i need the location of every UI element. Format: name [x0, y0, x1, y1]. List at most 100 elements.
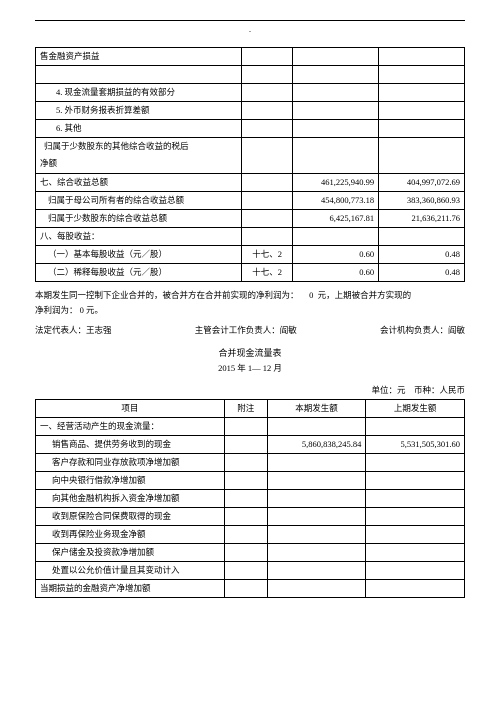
row-note	[224, 580, 267, 598]
cashflow-title: 合并现金流量表	[35, 347, 465, 360]
table-row: 售金融资产损益	[36, 48, 465, 66]
row-label: 七、综合收益总额	[36, 174, 242, 192]
table-row: 销售商品、提供劳务收到的现金5,860,838,245.845,531,505,…	[36, 436, 465, 454]
row-note	[224, 526, 267, 544]
table-row: 处置以公允价值计量且其变动计入	[36, 562, 465, 580]
row-label: 归属于少数股东的综合收益总额	[36, 210, 242, 228]
cashflow-table: 项目 附注 本期发生额 上期发生额 一、经营活动产生的现金流量：销售商品、提供劳…	[35, 399, 465, 598]
table-row: 5. 外币财务报表折算差额	[36, 102, 465, 120]
row-note	[224, 418, 267, 436]
row-note	[224, 472, 267, 490]
row-note	[241, 102, 292, 120]
row-current	[267, 472, 366, 490]
row-label: 收到原保险合同保费取得的现金	[36, 508, 225, 526]
row-prev	[379, 156, 465, 174]
table-row: 收到原保险合同保费取得的现金	[36, 508, 465, 526]
row-prev: 21,636,211.76	[379, 210, 465, 228]
row-note	[224, 562, 267, 580]
row-label: （一）基本每股收益（元／股）	[36, 246, 242, 264]
signature-row: 法定代表人：王志强 主管会计工作负责人：阎敏 会计机构负责人：阎敏	[35, 325, 465, 337]
row-label: 售金融资产损益	[36, 48, 242, 66]
row-label: 4. 现金流量套期损益的有效部分	[36, 84, 242, 102]
table-row	[36, 66, 465, 84]
row-current	[267, 490, 366, 508]
col-prev: 上期发生额	[366, 400, 465, 418]
row-prev	[366, 454, 465, 472]
col-note: 附注	[224, 400, 267, 418]
table-row: 八、每股收益：	[36, 228, 465, 246]
table-row: 归属于少数股东的综合收益总额 6,425,167.8121,636,211.76	[36, 210, 465, 228]
row-prev	[366, 418, 465, 436]
accounting-head: 主管会计工作负责人：阎敏	[195, 325, 297, 337]
row-prev: 0.48	[379, 246, 465, 264]
row-note: 十七、2	[241, 264, 292, 282]
row-prev	[379, 84, 465, 102]
row-current: 6,425,167.81	[293, 210, 379, 228]
row-label: 归属于少数股东的其他综合收益的税后	[36, 138, 242, 156]
row-label: 保户储金及投资款净增加额	[36, 544, 225, 562]
row-prev: 0.48	[379, 264, 465, 282]
row-current	[267, 544, 366, 562]
row-note	[241, 138, 292, 156]
table-row: 6. 其他	[36, 120, 465, 138]
page-marker: .	[35, 24, 465, 35]
cashflow-period: 2015 年 1— 12 月	[35, 363, 465, 375]
row-label: 当期损益的金融资产净增加额	[36, 580, 225, 598]
row-note	[224, 508, 267, 526]
row-current	[267, 526, 366, 544]
row-prev	[366, 490, 465, 508]
row-prev	[379, 138, 465, 156]
row-current	[293, 138, 379, 156]
row-current	[267, 454, 366, 472]
row-current	[267, 508, 366, 526]
table-header-row: 项目 附注 本期发生额 上期发生额	[36, 400, 465, 418]
row-note	[241, 192, 292, 210]
col-item: 项目	[36, 400, 225, 418]
legal-rep: 法定代表人：王志强	[35, 325, 112, 337]
row-current	[267, 562, 366, 580]
row-label: 向中央银行借款净增加额	[36, 472, 225, 490]
accounting-org-head: 会计机构负责人：阎敏	[380, 325, 465, 337]
row-label: （二）稀释每股收益（元／股）	[36, 264, 242, 282]
table-row: 收到再保险业务现金净额	[36, 526, 465, 544]
row-prev	[366, 526, 465, 544]
merger-note: 本期发生同一控制下企业合并的，被合并方在合并前实现的净利润为： 0 元，上期被合…	[35, 288, 465, 319]
row-current: 461,225,940.99	[293, 174, 379, 192]
income-statement-continuation-table: 售金融资产损益 4. 现金流量套期损益的有效部分5. 外币财务报表折算差额6. …	[35, 47, 465, 282]
row-note	[241, 210, 292, 228]
row-current	[293, 120, 379, 138]
row-current	[293, 156, 379, 174]
row-note	[224, 544, 267, 562]
row-prev	[379, 48, 465, 66]
row-label: 一、经营活动产生的现金流量：	[36, 418, 225, 436]
row-prev	[379, 102, 465, 120]
row-current: 0.60	[293, 264, 379, 282]
table-row: 向其他金融机构拆入资金净增加额	[36, 490, 465, 508]
row-current	[293, 48, 379, 66]
row-label: 5. 外币财务报表折算差额	[36, 102, 242, 120]
table-row: 一、经营活动产生的现金流量：	[36, 418, 465, 436]
table-row: 4. 现金流量套期损益的有效部分	[36, 84, 465, 102]
row-current: 454,800,773.18	[293, 192, 379, 210]
row-current: 0.60	[293, 246, 379, 264]
row-note	[241, 156, 292, 174]
row-prev	[366, 580, 465, 598]
row-prev	[366, 472, 465, 490]
row-note	[241, 48, 292, 66]
row-prev	[366, 508, 465, 526]
table-row: （一）基本每股收益（元／股）十七、20.600.48	[36, 246, 465, 264]
unit-currency: 单位：元 币种：人民币	[35, 385, 465, 397]
row-note	[241, 228, 292, 246]
table-row: （二）稀释每股收益（元／股）十七、20.600.48	[36, 264, 465, 282]
row-label: 销售商品、提供劳务收到的现金	[36, 436, 225, 454]
row-label: 归属于母公司所有者的综合收益总额	[36, 192, 242, 210]
row-note	[224, 454, 267, 472]
table-row: 归属于少数股东的其他综合收益的税后	[36, 138, 465, 156]
table-row: 归属于母公司所有者的综合收益总额 454,800,773.18383,360,86…	[36, 192, 465, 210]
table-row: 净额	[36, 156, 465, 174]
row-current	[293, 84, 379, 102]
table-row: 七、综合收益总额461,225,940.99404,997,072.69	[36, 174, 465, 192]
row-current	[293, 228, 379, 246]
row-note	[224, 490, 267, 508]
row-prev: 383,360,860.93	[379, 192, 465, 210]
